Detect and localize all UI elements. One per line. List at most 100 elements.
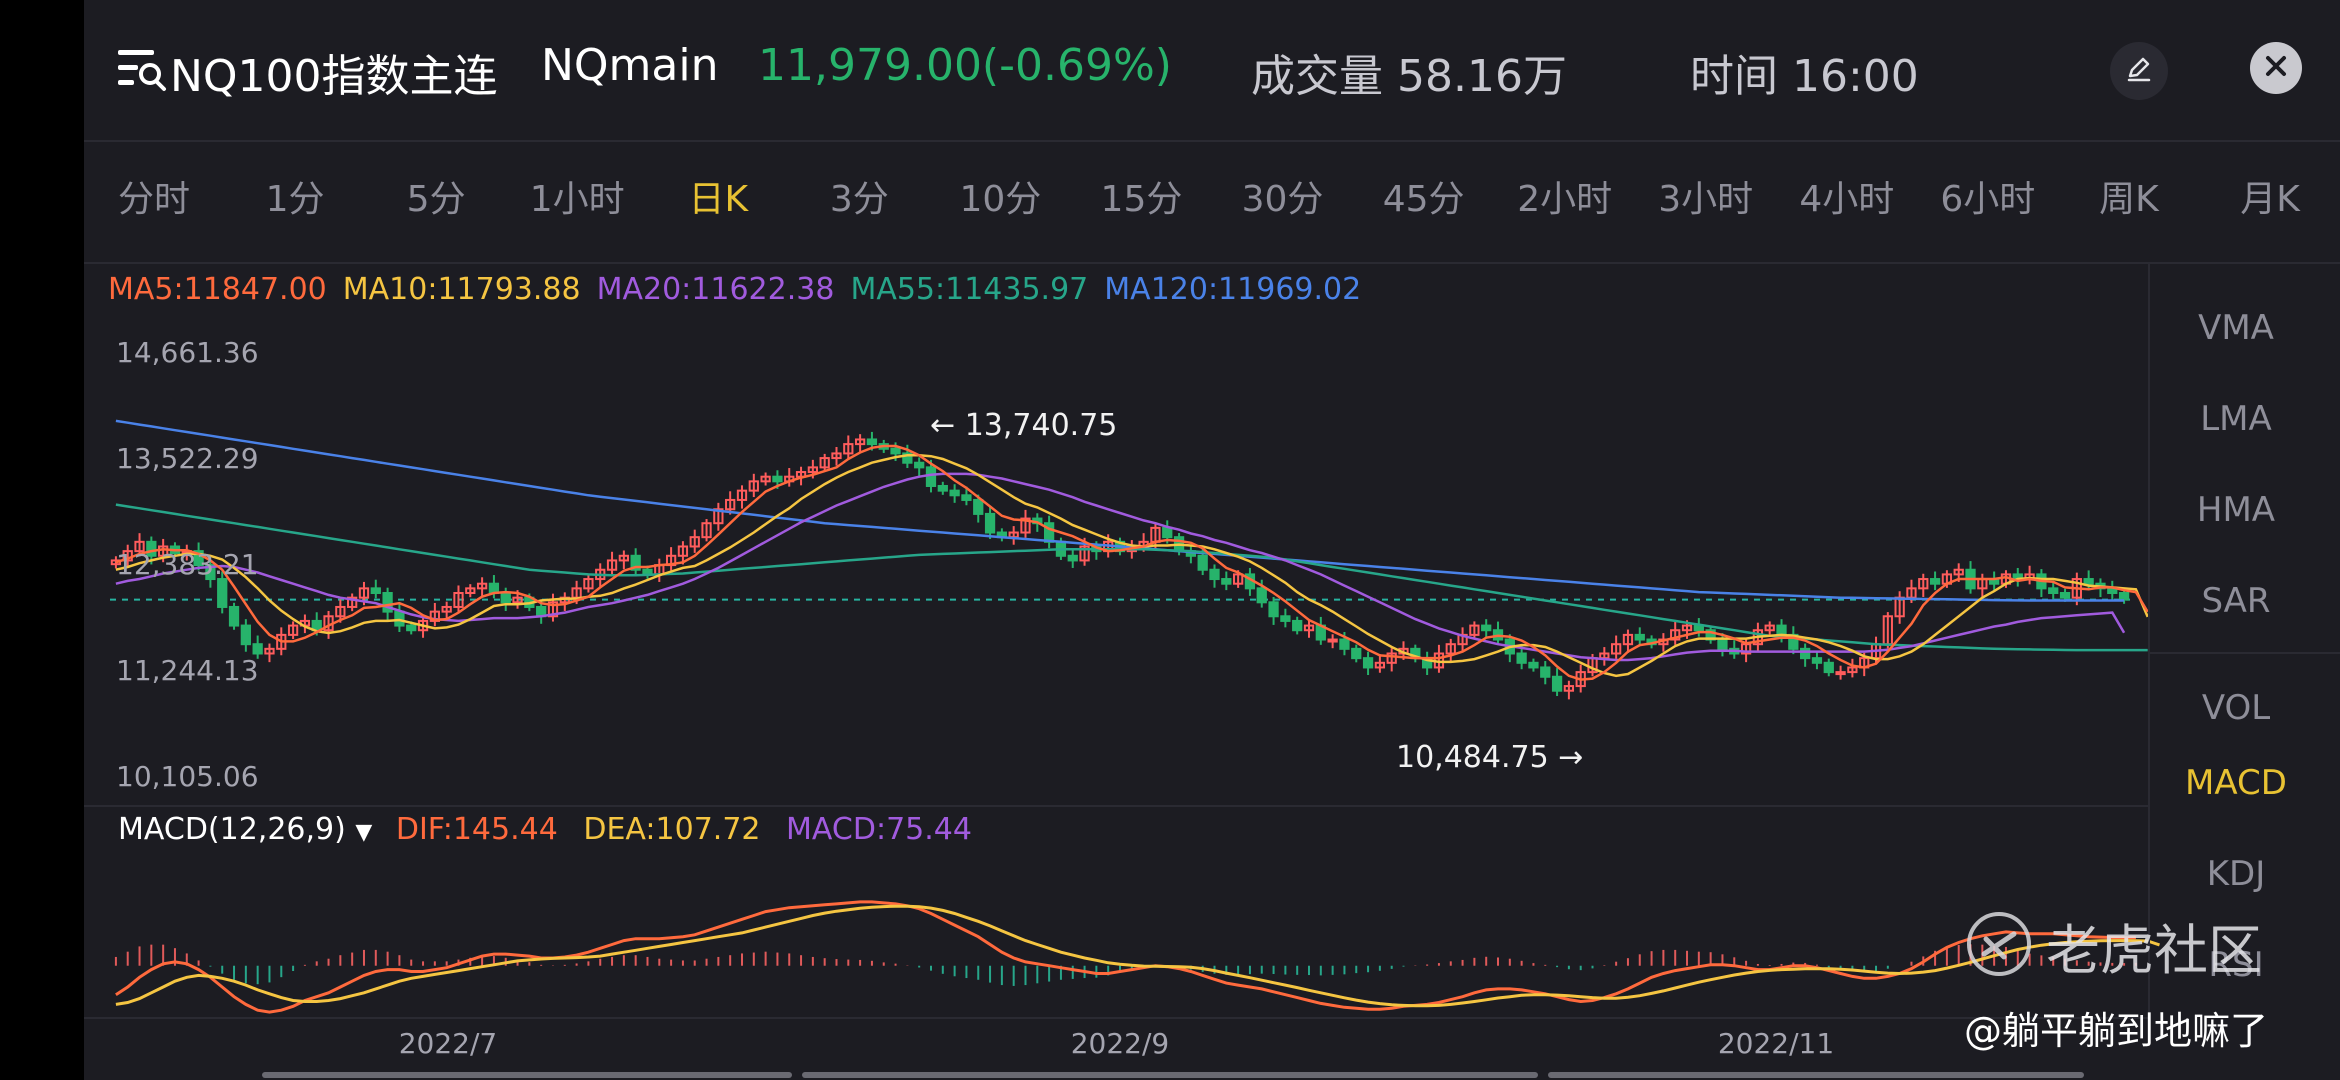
close-button[interactable] — [2250, 42, 2302, 94]
ma-legend-item: MA55:11435.97 — [850, 272, 1089, 307]
instrument-name: NQ100指数主连 — [170, 51, 498, 102]
dif-value: DIF:145.44 — [395, 812, 558, 847]
tab-15[interactable]: 月K — [2240, 179, 2300, 220]
candle-body — [1162, 526, 1173, 539]
ma-legend: MA5:11847.00 MA10:11793.88 MA20:11622.38 MA… — [108, 272, 1377, 307]
indicator-4[interactable]: VOL — [2201, 688, 2271, 728]
indicator-1[interactable]: LMA — [2200, 399, 2272, 439]
close-icon — [2264, 54, 2288, 82]
x-axis-label: 2022/9 — [1070, 1027, 1170, 1060]
tab-13[interactable]: 6小时 — [1940, 179, 2036, 220]
indicator-0[interactable]: VMA — [2198, 308, 2274, 348]
candle-body — [760, 475, 771, 483]
candle-body — [453, 592, 464, 608]
candle-body — [866, 438, 878, 446]
tab-12[interactable]: 4小时 — [1799, 179, 1895, 220]
side-panel-divider — [2148, 262, 2150, 1022]
candle-body — [2083, 578, 2094, 585]
indicator-6[interactable]: KDJ — [2206, 854, 2266, 894]
tab-5[interactable]: 3分 — [829, 179, 889, 220]
ma-legend-item: MA5:11847.00 — [108, 272, 327, 307]
candle-body — [713, 508, 724, 525]
candle-body — [1823, 661, 1834, 674]
candle-body — [1563, 685, 1575, 692]
candle-body — [937, 484, 948, 492]
tab-14[interactable]: 周K — [2099, 179, 2159, 220]
kline-chart[interactable] — [84, 0, 2340, 1080]
tab-6[interactable]: 10分 — [959, 179, 1042, 220]
candle-body — [1256, 587, 1267, 604]
candle-body — [1232, 573, 1244, 585]
period-tabs: 分时 1分 5分 1小时 日K 3分 10分 15分 30分 45分 2小时 3小时 4小时 6小时 周K 月… — [84, 170, 2340, 230]
ma-legend-item: MA120:11969.02 — [1104, 272, 1362, 307]
candle-body — [335, 605, 346, 618]
indicator-3[interactable]: SAR — [2201, 581, 2271, 621]
tab-2[interactable]: 5分 — [406, 179, 466, 220]
watermark-user: @躺平躺到地嘛了 — [1964, 1009, 2269, 1053]
ma10-line — [115, 454, 2149, 678]
candle-body — [358, 587, 370, 599]
ma120-line — [115, 419, 2125, 602]
scrollbar-segment[interactable] — [802, 1072, 1538, 1078]
caret-down-icon[interactable]: ▼ — [355, 820, 373, 845]
tab-8[interactable]: 30分 — [1241, 179, 1324, 220]
candle-body — [1303, 624, 1315, 632]
candle-body — [701, 522, 712, 539]
indicator-2[interactable]: HMA — [2196, 490, 2276, 530]
candle-body — [914, 461, 925, 469]
scrollbar-segment[interactable] — [1548, 1072, 2084, 1078]
dif-line — [115, 900, 2136, 1014]
tab-4[interactable]: 日K — [688, 179, 749, 220]
edit-button[interactable] — [2110, 42, 2168, 100]
tab-3[interactable]: 1小时 — [529, 179, 625, 220]
candle-body — [854, 438, 866, 446]
ma-legend-item: MA10:11793.88 — [342, 272, 581, 307]
y-axis-label: 11,244.13 — [116, 654, 259, 687]
tabs-divider — [84, 262, 2340, 264]
candle-body — [1067, 554, 1078, 562]
x-axis-label: 2022/7 — [398, 1027, 498, 1060]
candle-body — [228, 605, 240, 627]
scrollbar-segment[interactable] — [262, 1072, 792, 1078]
macd-params[interactable]: MACD(12,26,9) — [118, 812, 346, 847]
candle-body — [1681, 624, 1693, 632]
candle-body — [500, 592, 511, 604]
price-change: 11,979.00(-0.69%) — [758, 40, 1172, 91]
tab-11[interactable]: 3小时 — [1658, 179, 1754, 220]
candle-body — [1811, 657, 1823, 664]
indicator-5[interactable]: MACD — [2185, 763, 2287, 803]
tab-7[interactable]: 15分 — [1100, 179, 1183, 220]
candle-body — [890, 447, 901, 455]
candle-body — [264, 647, 275, 655]
candle-body — [1528, 661, 1539, 669]
search-list-icon[interactable] — [116, 46, 168, 92]
candle-body — [1670, 629, 1681, 641]
tab-9[interactable]: 45分 — [1382, 179, 1465, 220]
candle-body — [1209, 568, 1220, 581]
candle-body — [1079, 545, 1090, 562]
candle-body — [382, 592, 393, 613]
candle-body — [1800, 647, 1811, 660]
tab-1[interactable]: 1分 — [265, 179, 325, 220]
y-axis-label: 13,522.29 — [116, 442, 259, 475]
candle-body — [347, 596, 358, 608]
y-axis-label: 14,661.36 — [116, 336, 259, 369]
candle-body — [1374, 661, 1386, 669]
candle-body — [725, 498, 736, 511]
candle-body — [240, 624, 251, 646]
low-annotation: 10,484.75 → — [1396, 740, 1583, 775]
candle-body — [1540, 666, 1551, 678]
low-value: 10,484.75 — [1396, 740, 1549, 775]
header-bar: NQ100指数主连 NQmain 11,979.00(-0.69%) 成交量 5… — [84, 0, 2340, 140]
tab-0[interactable]: 分时 — [117, 179, 191, 220]
indicator-7[interactable]: RSI — [2208, 945, 2264, 985]
candle-body — [1268, 601, 1279, 618]
candle-body — [925, 466, 937, 487]
candle-body — [772, 475, 783, 483]
candle-body — [1197, 554, 1208, 571]
ma5-line — [115, 444, 2149, 681]
tab-10[interactable]: 2小时 — [1517, 179, 1613, 220]
candle-body — [1717, 638, 1728, 650]
instrument-symbol: NQmain — [541, 40, 719, 91]
candle-body — [1551, 675, 1563, 692]
